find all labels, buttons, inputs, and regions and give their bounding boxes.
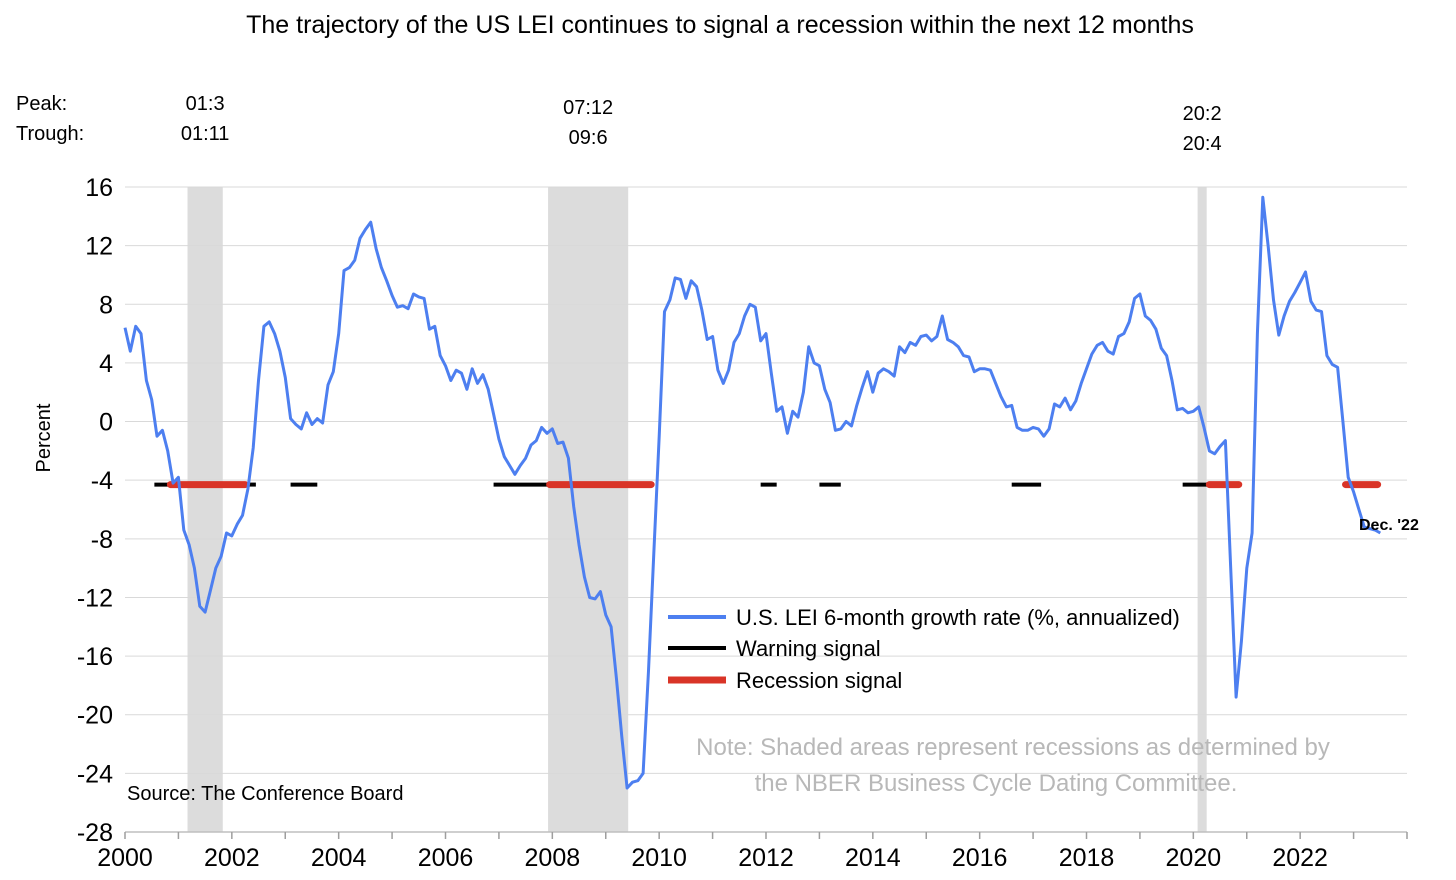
x-tick-label: 2008 [525, 844, 581, 872]
x-tick-label: 2012 [738, 844, 794, 872]
recession-trough-date: 09:6 [569, 127, 608, 149]
y-tick-label: -8 [91, 526, 113, 554]
x-tick-label: 2022 [1272, 844, 1328, 872]
recession-trough-date: 01:11 [181, 123, 230, 145]
recession-peak-date: 01:3 [186, 93, 225, 115]
x-tick-label: 2020 [1166, 844, 1222, 872]
recession-peak-date: 20:2 [1183, 103, 1222, 125]
y-tick-label: 16 [85, 174, 113, 202]
legend: U.S. LEI 6-month growth rate (%, annuali… [668, 605, 1180, 693]
x-tick-label: 2010 [631, 844, 687, 872]
y-tick-label: -4 [91, 467, 113, 495]
recession-peak-date: 07:12 [563, 97, 613, 119]
y-tick-label: 12 [85, 233, 113, 261]
y-tick-label: -20 [77, 702, 113, 730]
peak-label: Peak: [16, 93, 67, 115]
end-label: Dec. '22 [1359, 517, 1419, 534]
x-tick-label: 2000 [97, 844, 153, 872]
y-tick-label: -16 [77, 643, 113, 671]
legend-label-lei: U.S. LEI 6-month growth rate (%, annuali… [736, 605, 1180, 630]
y-tick-label: -28 [77, 819, 113, 847]
recession-band [548, 187, 629, 832]
source-note: Source: The Conference Board [127, 783, 403, 805]
note-line-2: the NBER Business Cycle Dating Committee… [755, 770, 1238, 797]
x-axis: 2000 2002 2004 2006 2008 2010 2012 2014 2016 2018… [97, 831, 1408, 872]
legend-label-warning: Warning signal [736, 636, 881, 661]
recession-dates: 01:3 01:11 07:12 09:6 20:2 20:4 [181, 93, 1222, 155]
chart-title: The trajectory of the US LEI continues t… [246, 11, 1194, 39]
legend-label-recession: Recession signal [736, 668, 902, 693]
y-axis-label: Percent [33, 403, 55, 472]
x-tick-label: 2006 [418, 844, 474, 872]
y-axis-ticks: 16 12 8 4 0 -4 -8 -12 -16 -20 -24 -28 [77, 174, 113, 847]
recession-shading [187, 187, 1207, 832]
note-line-1: Note: Shaded areas represent recessions … [696, 734, 1330, 761]
x-tick-label: 2004 [311, 844, 367, 872]
x-tick-label: 2016 [952, 844, 1008, 872]
y-tick-label: 8 [99, 291, 113, 319]
x-tick-label: 2002 [204, 844, 260, 872]
y-tick-label: -24 [77, 760, 113, 788]
gridlines [125, 186, 1407, 774]
x-tick-label: 2018 [1059, 844, 1115, 872]
trough-label: Trough: [16, 123, 84, 145]
lei-series-line [123, 195, 1382, 790]
x-tick-label: 2014 [845, 844, 901, 872]
y-tick-label: -12 [77, 584, 113, 612]
recession-band [187, 187, 223, 832]
recession-trough-date: 20:4 [1183, 133, 1222, 155]
recession-band [1197, 187, 1207, 832]
y-tick-label: 4 [99, 350, 113, 378]
y-tick-label: 0 [99, 409, 113, 437]
